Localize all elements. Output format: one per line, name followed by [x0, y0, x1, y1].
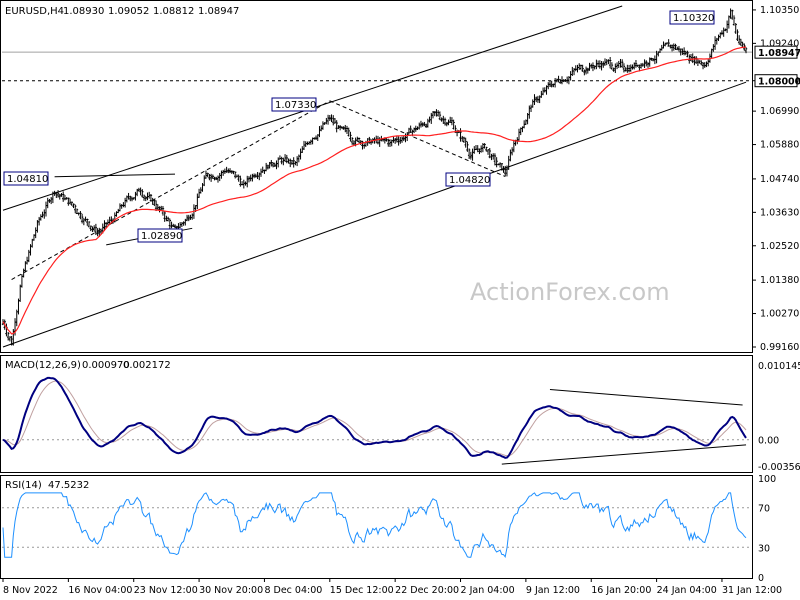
time-tick-label: 15 Dec 12:00	[330, 585, 394, 596]
macd-resistance-line	[549, 389, 743, 406]
price-tick-label: 1.02520	[760, 241, 799, 252]
macd-value: 0.000970	[82, 360, 130, 371]
candlesticks	[1, 8, 748, 346]
macd-tick-label: -0.003563	[758, 462, 800, 473]
macd-support-line	[501, 444, 747, 465]
channel-lower-line	[2, 81, 747, 348]
annotation-label: 1.04820	[449, 175, 490, 186]
current-price-tag: 1.08947	[758, 48, 800, 59]
macd-label: MACD(12,26,9)	[5, 360, 81, 371]
rsi-panel-frame	[0, 475, 753, 579]
rsi-series	[2, 492, 747, 558]
rsi-tick-label: 0	[758, 573, 764, 584]
rsi-tick-label: 70	[758, 504, 770, 515]
time-tick-label: 2 Jan 04:00	[461, 585, 515, 596]
level-price-tag-box	[754, 74, 798, 88]
time-tick-label: 16 Jan 20:00	[591, 585, 651, 596]
annotation-box	[3, 171, 49, 186]
annotation-box	[669, 10, 715, 25]
price-tick-label: 1.10350	[760, 5, 799, 16]
time-tick-label: 31 Jan 12:00	[722, 585, 782, 596]
annotation-box	[271, 97, 317, 112]
moving-average	[2, 46, 747, 335]
price-low: 1.08812	[153, 6, 194, 17]
price-annotations: 1.04810 1.02890 1.07330 1.04820 1.10320	[3, 10, 715, 243]
annotation-label: 1.07330	[275, 100, 316, 111]
annotation-label: 1.04810	[7, 174, 48, 185]
rsi-tick-label: 30	[758, 543, 770, 554]
rsi-line	[2, 492, 747, 558]
price-tick-label: 1.05880	[760, 140, 799, 151]
axis-labels: 1.10350 1.09240 1.08000 1.06990 1.05880 1.047…	[2, 5, 800, 596]
price-tick-label: 1.09240	[760, 38, 799, 49]
annotation-box	[445, 172, 491, 187]
price-open: 1.08930	[63, 6, 104, 17]
annotation-label: 1.10320	[673, 13, 714, 24]
macd-tick-label: 0.00	[758, 436, 779, 447]
macd-series	[2, 376, 747, 465]
sma-line	[2, 46, 747, 335]
price-tick-label: 1.00270	[760, 309, 799, 320]
time-tick-label: 30 Nov 20:00	[199, 585, 263, 596]
time-tick-label: 9 Jan 12:00	[526, 585, 580, 596]
current-price-tag-box	[754, 45, 798, 59]
dashed-rise-line	[11, 100, 331, 280]
price-high: 1.09052	[108, 6, 149, 17]
price-tick-label: 1.06990	[760, 106, 799, 117]
time-tick-label: 16 Nov 04:00	[68, 585, 132, 596]
price-tick-label: 0.99160	[760, 342, 799, 353]
time-tick-label: 23 Nov 12:00	[134, 585, 198, 596]
flag-top-line	[54, 173, 176, 178]
macd-tick-label: 0.010145	[758, 361, 800, 372]
price-tick-label: 1.04740	[760, 174, 799, 185]
macd-signal-value: 0.002172	[123, 360, 171, 371]
rsi-value: 47.5232	[48, 480, 89, 491]
time-tick-label: 24 Jan 04:00	[657, 585, 717, 596]
level-price-tag: 1.08000	[758, 77, 800, 88]
watermark: ActionForex.com	[470, 278, 670, 306]
dashed-fall-line	[329, 100, 506, 177]
annotation-label: 1.02890	[141, 231, 182, 242]
price-close: 1.08947	[198, 6, 239, 17]
annotation-box	[137, 228, 183, 243]
price-panel-frame	[0, 0, 753, 353]
price-tick-label: 1.01380	[760, 275, 799, 286]
macd-signal-line	[2, 380, 747, 457]
reference-lines	[2, 51, 752, 548]
macd-panel-frame	[0, 355, 753, 473]
rsi-tick-label: 100	[758, 474, 776, 485]
rsi-label: RSI(14)	[5, 480, 42, 491]
price-tick-label: 1.03630	[760, 207, 799, 218]
time-tick-label: 8 Nov 2022	[3, 585, 58, 596]
price-symbol: EURUSD,H4	[5, 6, 64, 17]
time-tick-label: 8 Dec 04:00	[264, 585, 322, 596]
macd-line	[2, 376, 747, 459]
time-tick-label: 22 Dec 20:00	[395, 585, 459, 596]
